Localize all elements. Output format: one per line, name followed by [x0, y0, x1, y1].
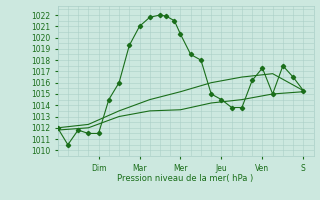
X-axis label: Pression niveau de la mer( hPa ): Pression niveau de la mer( hPa )	[117, 174, 254, 183]
